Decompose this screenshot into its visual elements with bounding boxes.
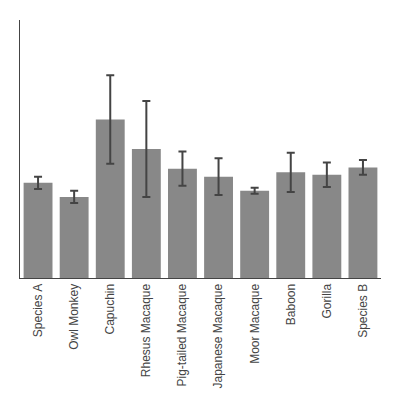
svg-text:Capuchin: Capuchin — [103, 284, 117, 335]
svg-text:Pig-tailed Macaque: Pig-tailed Macaque — [175, 283, 189, 386]
svg-text:Rhesus Macaque: Rhesus Macaque — [139, 283, 153, 377]
svg-text:Japanese Macaque: Japanese Macaque — [211, 283, 225, 388]
svg-text:Baboon: Baboon — [284, 284, 298, 325]
svg-text:Species B: Species B — [356, 284, 370, 338]
svg-text:Gorilla: Gorilla — [320, 283, 334, 318]
svg-text:Owl Monkey: Owl Monkey — [67, 284, 81, 350]
svg-text:Species A: Species A — [31, 284, 45, 337]
svg-text:Moor Macaque: Moor Macaque — [248, 283, 262, 363]
